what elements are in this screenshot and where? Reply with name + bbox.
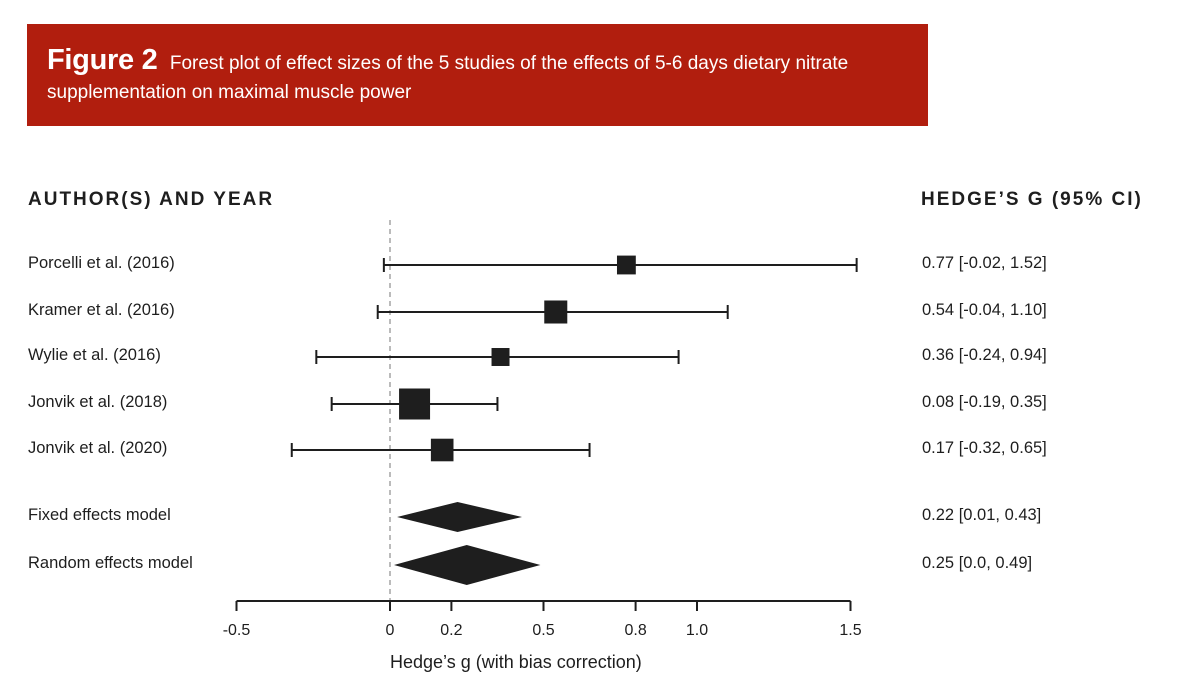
- effect-square: [544, 300, 568, 324]
- study-effect-value: 0.54 [-0.04, 1.10]: [922, 301, 1047, 319]
- study-label: Kramer et al. (2016): [28, 301, 175, 319]
- x-tick-label: 0.5: [532, 622, 554, 639]
- x-tick-label: 0.8: [624, 622, 646, 639]
- model-diamond: [397, 502, 523, 532]
- x-tick-label: 0.2: [440, 622, 462, 639]
- effect-square: [430, 438, 454, 462]
- effect-square: [399, 388, 431, 420]
- x-tick-label: 1.0: [686, 622, 708, 639]
- figure-number: Figure 2: [47, 44, 158, 76]
- x-tick-label: 1.5: [839, 622, 861, 639]
- x-tick-label: -0.5: [223, 622, 251, 639]
- x-tick-label: 0: [386, 622, 395, 639]
- model-effect-value: 0.22 [0.01, 0.43]: [922, 506, 1042, 524]
- figure-banner: Figure 2 Forest plot of effect sizes of …: [27, 24, 928, 126]
- study-effect-value: 0.17 [-0.32, 0.65]: [922, 439, 1047, 457]
- model-effect-value: 0.25 [0.0, 0.49]: [922, 554, 1033, 572]
- study-effect-value: 0.77 [-0.02, 1.52]: [922, 254, 1047, 272]
- author-column-header: AUTHOR(S) AND YEAR: [28, 189, 275, 210]
- model-label: Fixed effects model: [28, 506, 171, 524]
- study-label: Jonvik et al. (2020): [28, 439, 168, 457]
- figure-caption: Forest plot of effect sizes of the 5 stu…: [47, 53, 849, 103]
- effect-square: [491, 348, 510, 366]
- effect-square: [616, 255, 636, 275]
- study-effect-value: 0.36 [-0.24, 0.94]: [922, 346, 1047, 364]
- study-label: Porcelli et al. (2016): [28, 254, 175, 272]
- study-effect-value: 0.08 [-0.19, 0.35]: [922, 393, 1047, 411]
- study-label: Wylie et al. (2016): [28, 346, 161, 364]
- model-label: Random effects model: [28, 554, 193, 572]
- effect-column-header: HEDGE’S G (95% CI): [921, 189, 1143, 210]
- model-diamond: [394, 545, 541, 585]
- study-label: Jonvik et al. (2018): [28, 393, 168, 411]
- x-axis-title: Hedge’s g (with bias correction): [390, 652, 642, 672]
